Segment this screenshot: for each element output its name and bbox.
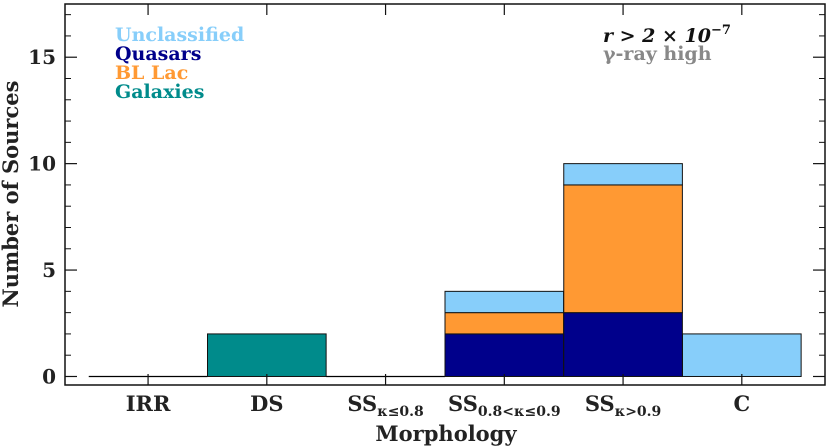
legend-entry-unclassified: Unclassified (115, 24, 244, 46)
annotation-line2: γ-ray high (603, 43, 712, 65)
y-tick-label: 5 (42, 258, 56, 282)
bar-unclassified-3 (444, 290, 565, 314)
legend-entry-galaxies: Galaxies (115, 81, 204, 103)
x-tick-label: DS (250, 391, 283, 416)
x-axis-label: Morphology (375, 421, 517, 446)
x-tick-label: SS0.8<κ≤0.9 (448, 391, 561, 420)
bar-unclassified-4 (563, 163, 683, 186)
bar-unclassified-5 (682, 333, 802, 377)
annotation: r > 2 × 10−7 γ-ray high (603, 23, 731, 65)
y-axis-label: Number of Sources (0, 81, 23, 308)
bar-quasars-4 (563, 312, 683, 377)
x-tick-label: SSκ>0.9 (585, 391, 661, 420)
y-tick-label: 0 (42, 364, 56, 388)
x-tick-label: C (733, 391, 750, 416)
annotation-line1: r > 2 × 10−7 (603, 23, 731, 47)
bar-galaxies-1 (207, 333, 327, 377)
legend-entry-bl-lac: BL Lac (115, 62, 188, 84)
y-tick-label: 15 (28, 45, 56, 69)
bars-group (88, 163, 802, 378)
bar-bl-lac-3 (444, 312, 565, 335)
bar-quasars-3 (444, 333, 565, 377)
tick-labels-group: 0 5 10 15 IRR DS SSκ≤0.8 SS0.8<κ≤0.9 SSκ>0.9 C (28, 45, 750, 420)
ticks-group (65, 4, 825, 385)
annotation-line1-main: r > 2 × 10 (603, 25, 711, 47)
annotation-line1-exponent: −7 (711, 23, 731, 38)
plot-frame (64, 3, 826, 386)
bar-bl-lac-4 (563, 184, 683, 314)
x-tick-label: IRR (126, 391, 171, 416)
legend-entry-quasars: Quasars (115, 43, 201, 65)
x-tick-label: SSκ≤0.8 (347, 391, 423, 420)
y-tick-label: 10 (28, 152, 56, 176)
